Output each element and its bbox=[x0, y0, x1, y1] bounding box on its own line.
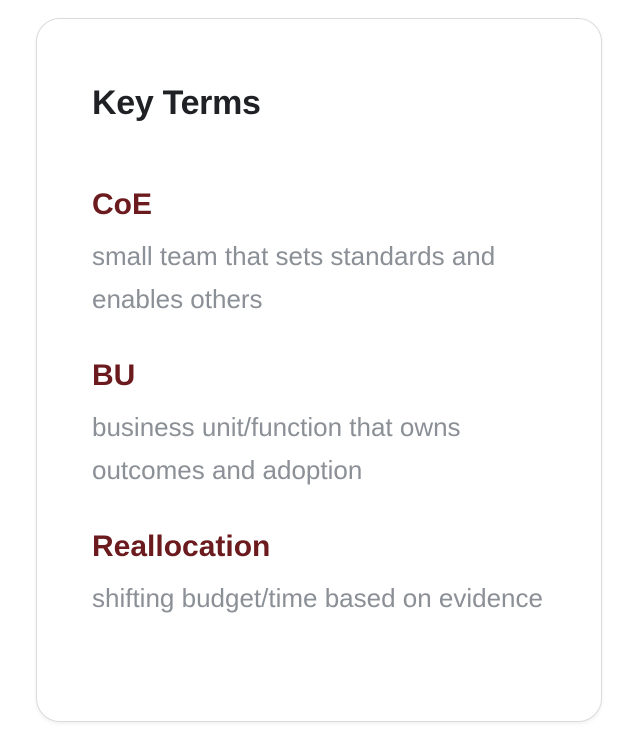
term-name: BU bbox=[92, 359, 136, 392]
term-item-coe: CoE small team that sets standards and e… bbox=[92, 185, 562, 321]
term-name: CoE bbox=[92, 188, 152, 221]
term-item-bu: BU business unit/function that owns outc… bbox=[92, 356, 562, 492]
term-item-reallocation: Reallocation shifting budget/time based … bbox=[92, 527, 562, 620]
term-definition: business unit/function that owns outcome… bbox=[92, 412, 461, 485]
term-name: Reallocation bbox=[92, 530, 271, 563]
term-definition: small team that sets standards and enabl… bbox=[92, 241, 496, 314]
card-title: Key Terms bbox=[92, 84, 261, 122]
term-definition: shifting budget/time based on evidence bbox=[92, 583, 543, 613]
key-terms-card: Key Terms CoE small team that sets stand… bbox=[36, 18, 602, 722]
